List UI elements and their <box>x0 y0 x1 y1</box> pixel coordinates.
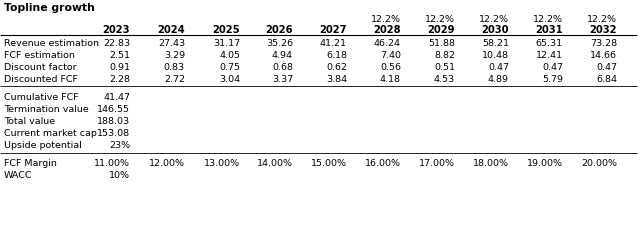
Text: 17.00%: 17.00% <box>419 160 455 168</box>
Text: 12.00%: 12.00% <box>149 160 185 168</box>
Text: 0.47: 0.47 <box>488 64 509 72</box>
Text: 153.08: 153.08 <box>97 128 130 138</box>
Text: 2030: 2030 <box>481 25 509 35</box>
Text: 41.47: 41.47 <box>103 92 130 102</box>
Text: 0.68: 0.68 <box>272 64 293 72</box>
Text: Current market cap: Current market cap <box>4 128 97 138</box>
Text: 58.21: 58.21 <box>482 40 509 48</box>
Text: 22.83: 22.83 <box>103 40 130 48</box>
Text: 6.18: 6.18 <box>326 52 347 60</box>
Text: Termination value: Termination value <box>4 104 89 114</box>
Text: 16.00%: 16.00% <box>365 160 401 168</box>
Text: 2024: 2024 <box>157 25 185 35</box>
Text: 146.55: 146.55 <box>97 104 130 114</box>
Text: 3.84: 3.84 <box>326 76 347 84</box>
Text: 2.51: 2.51 <box>109 52 130 60</box>
Text: 14.00%: 14.00% <box>257 160 293 168</box>
Text: 65.31: 65.31 <box>536 40 563 48</box>
Text: 3.29: 3.29 <box>164 52 185 60</box>
Text: 7.40: 7.40 <box>380 52 401 60</box>
Text: 18.00%: 18.00% <box>473 160 509 168</box>
Text: 2023: 2023 <box>102 25 130 35</box>
Text: 12.2%: 12.2% <box>479 14 509 24</box>
Text: 12.2%: 12.2% <box>371 14 401 24</box>
Text: 51.88: 51.88 <box>428 40 455 48</box>
Text: 5.79: 5.79 <box>542 76 563 84</box>
Text: 2027: 2027 <box>319 25 347 35</box>
Text: 6.84: 6.84 <box>596 76 617 84</box>
Text: 2031: 2031 <box>535 25 563 35</box>
Text: 4.53: 4.53 <box>434 76 455 84</box>
Text: 4.89: 4.89 <box>488 76 509 84</box>
Text: FCF Margin: FCF Margin <box>4 160 57 168</box>
Text: FCF estimation: FCF estimation <box>4 52 75 60</box>
Text: 2026: 2026 <box>266 25 293 35</box>
Text: 27.43: 27.43 <box>158 40 185 48</box>
Text: 73.28: 73.28 <box>590 40 617 48</box>
Text: 4.05: 4.05 <box>219 52 240 60</box>
Text: 0.56: 0.56 <box>380 64 401 72</box>
Text: 0.51: 0.51 <box>434 64 455 72</box>
Text: 2032: 2032 <box>589 25 617 35</box>
Text: Total value: Total value <box>4 116 55 126</box>
Text: 12.2%: 12.2% <box>425 14 455 24</box>
Text: 41.21: 41.21 <box>320 40 347 48</box>
Text: Revenue estimation: Revenue estimation <box>4 40 99 48</box>
Text: 188.03: 188.03 <box>97 116 130 126</box>
Text: 46.24: 46.24 <box>374 40 401 48</box>
Text: 0.83: 0.83 <box>164 64 185 72</box>
Text: 12.2%: 12.2% <box>533 14 563 24</box>
Text: 3.37: 3.37 <box>272 76 293 84</box>
Text: 3.04: 3.04 <box>219 76 240 84</box>
Text: 4.94: 4.94 <box>272 52 293 60</box>
Text: 2.28: 2.28 <box>109 76 130 84</box>
Text: 4.18: 4.18 <box>380 76 401 84</box>
Text: 15.00%: 15.00% <box>311 160 347 168</box>
Text: 13.00%: 13.00% <box>204 160 240 168</box>
Text: 8.82: 8.82 <box>434 52 455 60</box>
Text: 2029: 2029 <box>428 25 455 35</box>
Text: 10.48: 10.48 <box>482 52 509 60</box>
Text: 2.72: 2.72 <box>164 76 185 84</box>
Text: 0.47: 0.47 <box>542 64 563 72</box>
Text: 35.26: 35.26 <box>266 40 293 48</box>
Text: 19.00%: 19.00% <box>527 160 563 168</box>
Text: 20.00%: 20.00% <box>581 160 617 168</box>
Text: 0.91: 0.91 <box>109 64 130 72</box>
Text: WACC: WACC <box>4 172 33 180</box>
Text: Discount factor: Discount factor <box>4 64 77 72</box>
Text: 14.66: 14.66 <box>590 52 617 60</box>
Text: 0.75: 0.75 <box>219 64 240 72</box>
Text: 12.41: 12.41 <box>536 52 563 60</box>
Text: Topline growth: Topline growth <box>4 3 95 13</box>
Text: 2028: 2028 <box>373 25 401 35</box>
Text: 0.62: 0.62 <box>326 64 347 72</box>
Text: Cumulative FCF: Cumulative FCF <box>4 92 79 102</box>
Text: 0.47: 0.47 <box>596 64 617 72</box>
Text: 31.17: 31.17 <box>213 40 240 48</box>
Text: 12.2%: 12.2% <box>587 14 617 24</box>
Text: Upside potential: Upside potential <box>4 140 82 150</box>
Text: 11.00%: 11.00% <box>94 160 130 168</box>
Text: 10%: 10% <box>109 172 130 180</box>
Text: Discounted FCF: Discounted FCF <box>4 76 78 84</box>
Text: 2025: 2025 <box>212 25 240 35</box>
Text: 23%: 23% <box>109 140 130 150</box>
